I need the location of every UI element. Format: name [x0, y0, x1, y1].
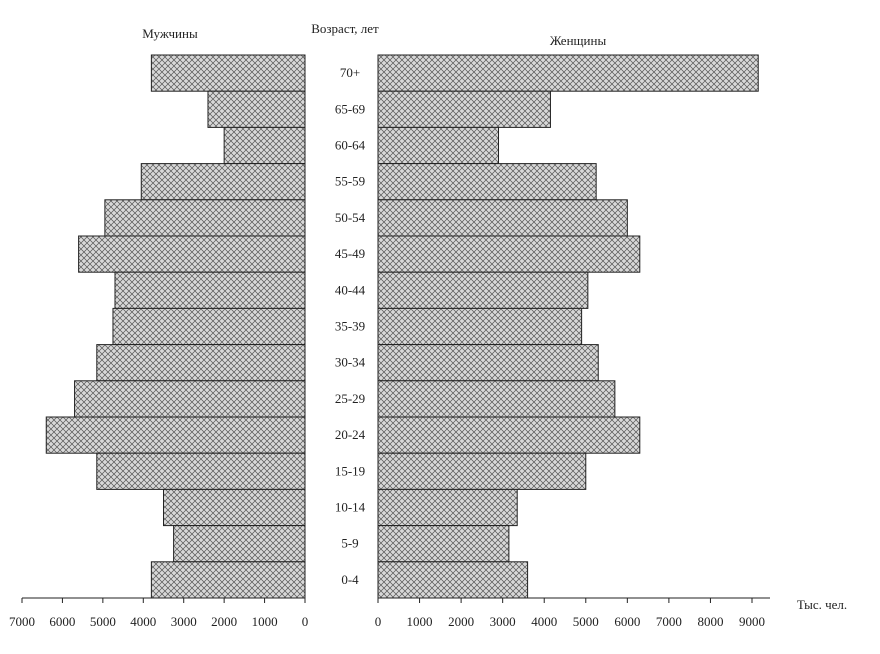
x-tick-label: 2000: [448, 614, 474, 629]
category-label: 0-4: [341, 572, 359, 587]
category-label: 25-29: [335, 391, 365, 406]
bar: [173, 525, 306, 563]
bar: [96, 344, 306, 382]
category-label: 45-49: [335, 246, 365, 261]
bar: [150, 54, 306, 92]
x-tick-label: 5000: [90, 614, 116, 629]
bar: [377, 271, 589, 309]
bar: [377, 488, 518, 527]
x-tick-label: 7000: [9, 614, 35, 629]
category-label: 60-64: [335, 137, 366, 152]
x-tick-label: 6000: [614, 614, 640, 629]
x-tick-label: 0: [375, 614, 382, 629]
x-tick-label: 3000: [171, 614, 197, 629]
bar: [96, 452, 306, 490]
category-label: 70+: [340, 65, 360, 80]
category-label: 65-69: [335, 101, 365, 116]
bar: [377, 235, 641, 273]
category-label: 15-19: [335, 463, 365, 478]
category-label: 50-54: [335, 210, 366, 225]
category-label: 5-9: [341, 536, 358, 551]
bar: [377, 344, 599, 382]
bar: [78, 235, 306, 273]
bar: [112, 307, 306, 346]
category-label: 55-59: [335, 174, 365, 189]
category-label: 35-39: [335, 318, 365, 333]
category-label: 20-24: [335, 427, 366, 442]
x-tick-label: 1000: [252, 614, 278, 629]
bar: [223, 126, 306, 165]
bar: [377, 126, 500, 165]
x-tick-label: 3000: [490, 614, 516, 629]
legend-women: Женщины: [550, 33, 607, 48]
x-tick-label: 0: [302, 614, 309, 629]
bar: [377, 54, 759, 92]
bar: [377, 199, 628, 237]
value-axis-label: Тыс. чел.: [797, 597, 847, 612]
bar: [377, 307, 583, 346]
bar: [104, 199, 306, 237]
x-tick-label: 8000: [697, 614, 723, 629]
bar: [377, 452, 587, 490]
category-label: 30-34: [335, 355, 366, 370]
x-tick-label: 4000: [531, 614, 557, 629]
x-tick-label: 7000: [656, 614, 682, 629]
bar: [377, 416, 641, 454]
bar: [140, 163, 306, 201]
bar: [377, 561, 529, 599]
x-tick-label: 2000: [211, 614, 237, 629]
bar: [45, 416, 306, 454]
bar: [377, 525, 510, 563]
category-label: 10-14: [335, 499, 366, 514]
bar: [377, 380, 616, 418]
bar: [114, 271, 306, 309]
category-axis-label: Возраст, лет: [311, 21, 379, 36]
bar: [207, 90, 306, 128]
bar: [163, 488, 306, 527]
x-tick-label: 1000: [407, 614, 433, 629]
x-tick-label: 9000: [739, 614, 765, 629]
legend-men: Мужчины: [142, 26, 198, 41]
bar: [377, 163, 597, 201]
x-tick-label: 4000: [130, 614, 156, 629]
x-tick-label: 5000: [573, 614, 599, 629]
bar: [150, 561, 306, 599]
category-label: 40-44: [335, 282, 366, 297]
bar: [377, 90, 551, 128]
bar: [74, 380, 306, 418]
x-tick-label: 6000: [49, 614, 75, 629]
